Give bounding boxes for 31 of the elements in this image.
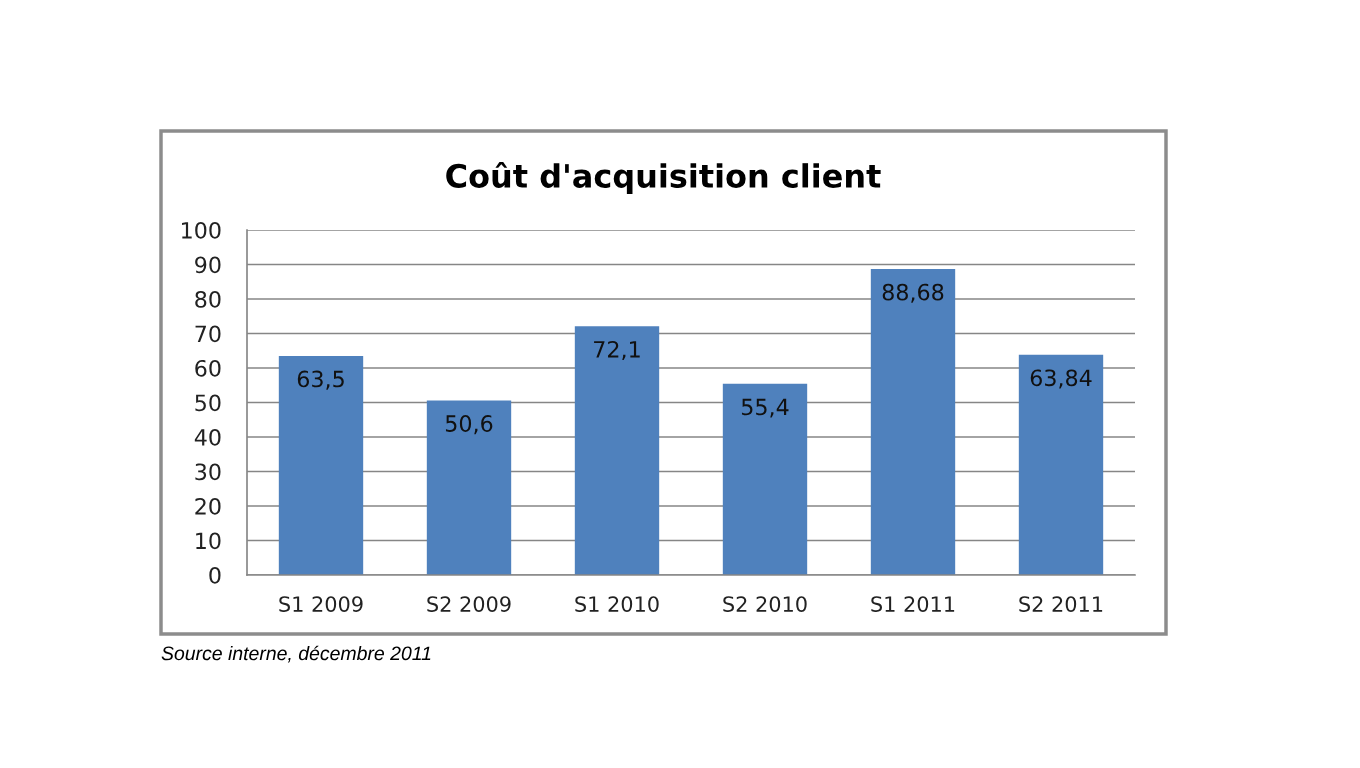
bar — [722, 383, 808, 575]
y-tick-label: 30 — [195, 463, 221, 481]
y-tick-label: 100 — [182, 221, 221, 239]
bar — [574, 326, 660, 575]
x-tick-label: S1 2009 — [279, 596, 363, 612]
y-tick-label: 70 — [195, 325, 221, 343]
data-label: 63,5 — [297, 370, 344, 390]
y-tick-label: 90 — [195, 256, 221, 274]
source-note: Source interne, décembre 2011 — [161, 645, 431, 663]
x-tick-label: S2 2010 — [723, 596, 807, 612]
y-tick-label: 10 — [196, 532, 221, 550]
bar — [1018, 354, 1104, 575]
data-label: 72,1 — [594, 340, 640, 360]
data-label: 55,4 — [741, 398, 789, 418]
data-label: 88,68 — [882, 283, 944, 303]
x-tick-label: S2 2011 — [1019, 596, 1103, 612]
x-tick-label: S1 2011 — [871, 596, 955, 612]
x-tick-label: S1 2010 — [575, 596, 659, 612]
y-tick-label: 20 — [195, 497, 221, 515]
bar — [870, 269, 956, 575]
data-label: 63,84 — [1030, 369, 1092, 389]
y-tick-label: 80 — [195, 290, 221, 308]
y-tick-label: 40 — [194, 428, 221, 446]
x-tick-label: S2 2009 — [427, 596, 511, 612]
data-label: 50,6 — [445, 415, 493, 435]
bar — [278, 355, 364, 575]
y-tick-label: 50 — [195, 394, 221, 412]
bar — [426, 400, 512, 575]
y-tick-label: 0 — [209, 566, 221, 584]
chart-title: Coût d'acquisition client — [446, 161, 881, 195]
y-tick-label: 60 — [195, 359, 221, 377]
